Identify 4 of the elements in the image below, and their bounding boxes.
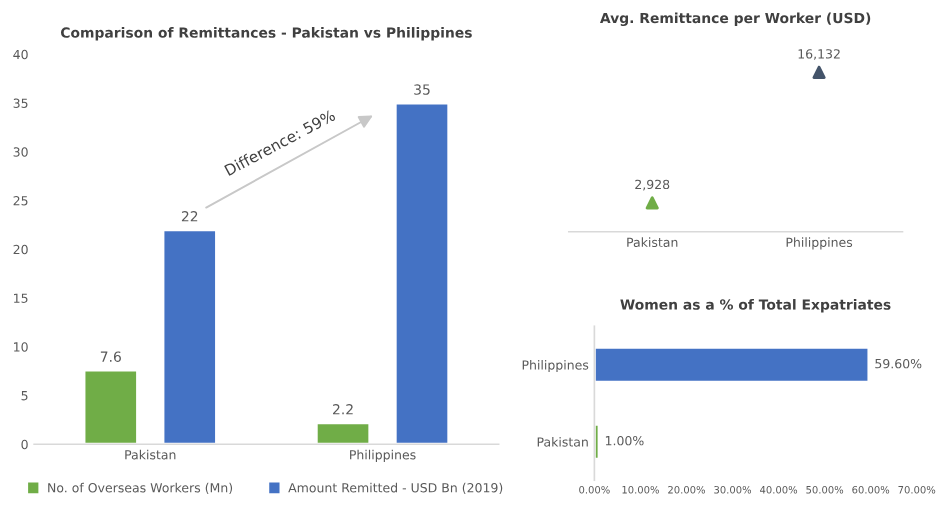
bar bbox=[314, 421, 372, 445]
bar bbox=[161, 228, 218, 445]
bar bbox=[393, 101, 451, 445]
bar bbox=[82, 368, 139, 445]
